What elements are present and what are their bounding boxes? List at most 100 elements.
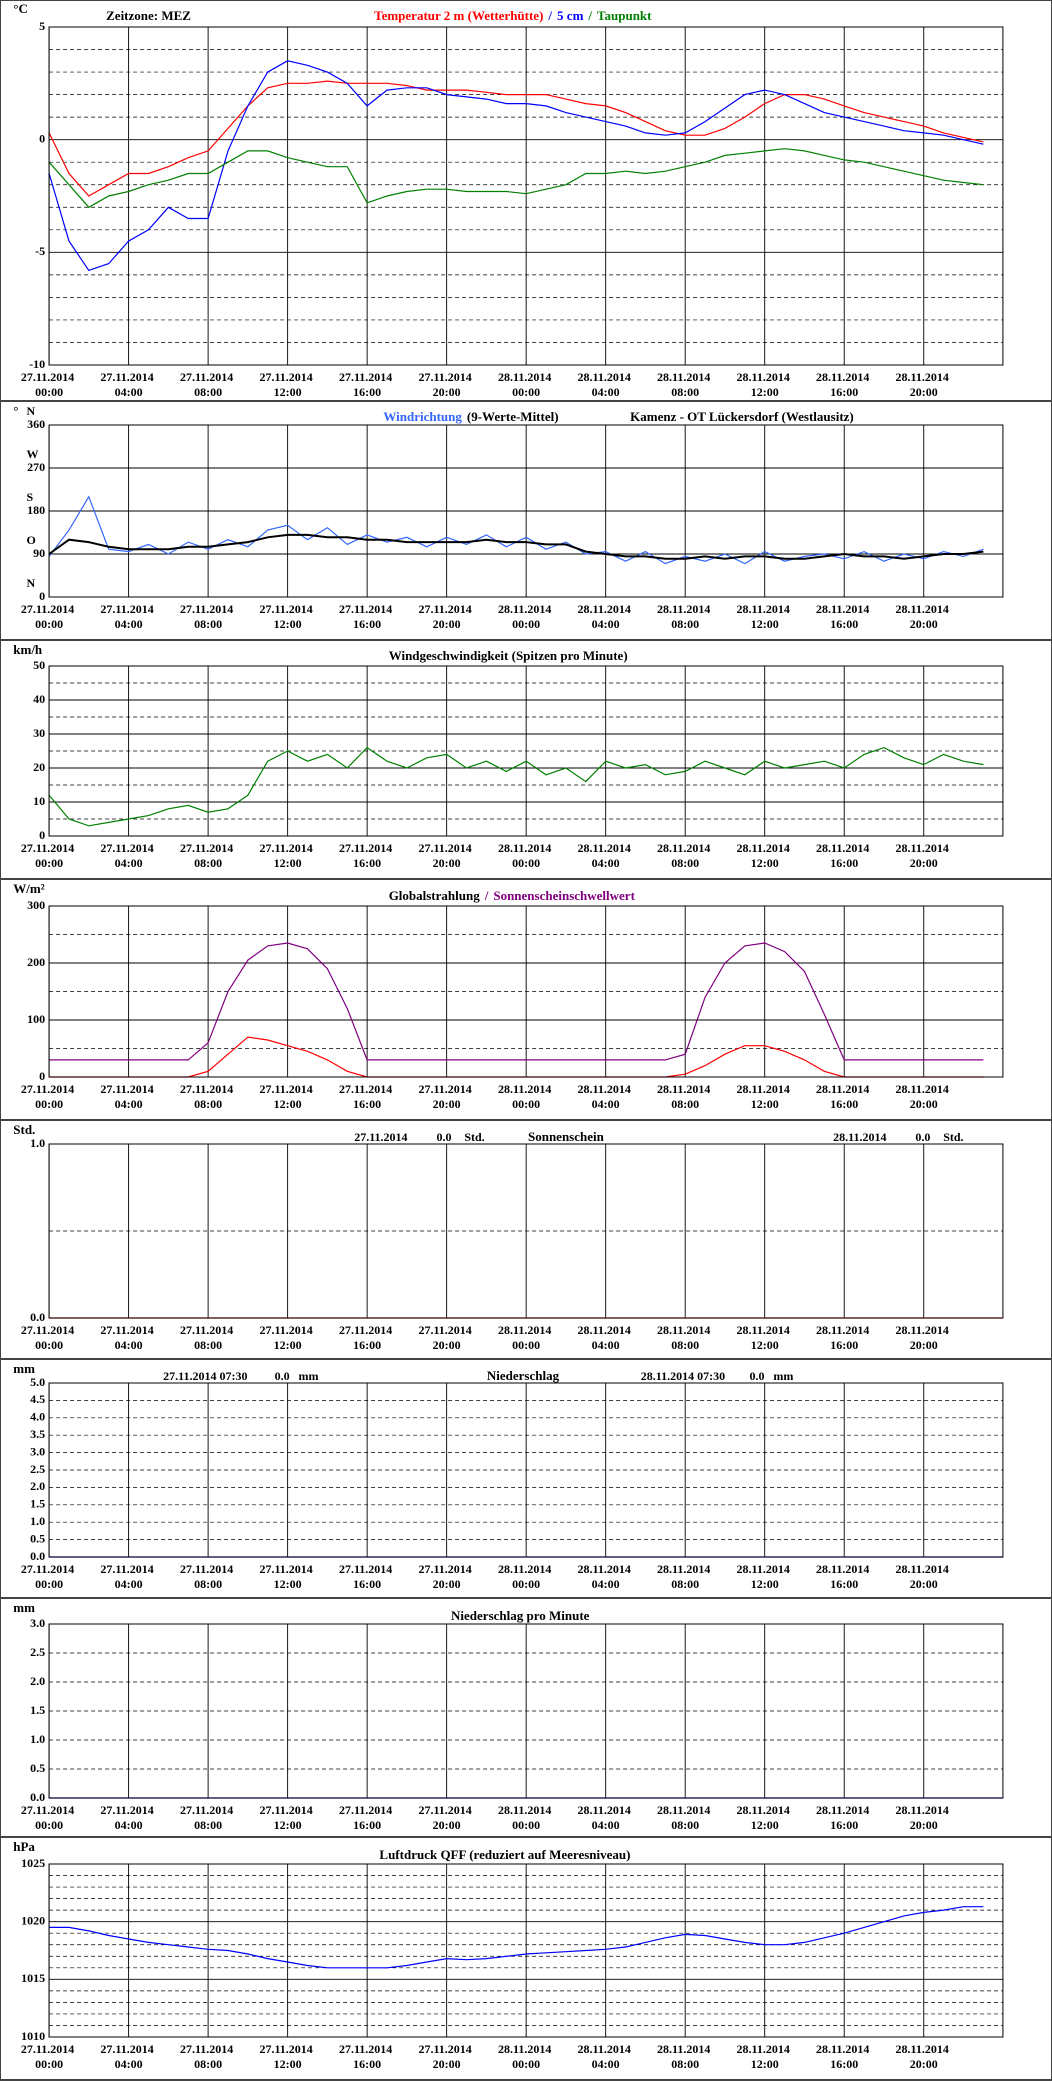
x-tick-label: 28.11.2014 20:00	[896, 1562, 952, 1591]
total-value: 0.0	[275, 1369, 290, 1383]
x-tick-label: 27.11.2014 16:00	[339, 370, 395, 399]
panel: 1010 1015 1020 1025 27.11.2014 00:00 27.11.20…	[0, 1839, 1052, 2081]
x-tick-label: 27.11.2014 08:00	[180, 841, 236, 870]
x-tick-label: 27.11.2014 08:00	[180, 370, 236, 399]
unit-label: km/h	[13, 642, 43, 657]
y-tick-label: 0.0	[30, 1790, 45, 1804]
x-tick-label: 27.11.2014 04:00	[100, 1562, 156, 1591]
legend: Windrichtung (9-Werte-Mittel)	[383, 409, 558, 424]
x-tick-label: 27.11.2014 00:00	[21, 1562, 77, 1591]
total-unit: mm	[773, 1369, 793, 1383]
x-tick-label: 28.11.2014 00:00	[498, 1082, 554, 1111]
x-tick-label: 28.11.2014 16:00	[816, 1562, 872, 1591]
x-tick-label: 28.11.2014 16:00	[816, 1082, 872, 1111]
y-tick-label: 180	[27, 503, 45, 517]
compass-label: N	[27, 404, 36, 418]
chart-title: Sonnenschein	[528, 1129, 605, 1144]
x-tick-label: 28.11.2014 20:00	[896, 841, 952, 870]
x-tick-label: 28.11.2014 16:00	[816, 2042, 872, 2071]
y-tick-label: 1025	[21, 1856, 45, 1870]
x-tick-label: 27.11.2014 00:00	[21, 1803, 77, 1832]
y-tick-label: 0	[39, 131, 45, 145]
x-tick-label: 27.11.2014 04:00	[100, 1803, 156, 1832]
x-tick-label: 27.11.2014 00:00	[21, 1082, 77, 1111]
total-unit: Std.	[943, 1130, 963, 1144]
y-tick-label: 2.5	[30, 1462, 45, 1476]
x-tick-label: 27.11.2014 16:00	[339, 1803, 395, 1832]
y-tick-label: 1015	[21, 1971, 45, 1985]
x-tick-label: 27.11.2014 04:00	[100, 602, 156, 631]
x-tick-label: 27.11.2014 04:00	[100, 1323, 156, 1352]
total-date: 28.11.2014	[833, 1130, 886, 1144]
x-tick-label: 28.11.2014 12:00	[737, 602, 793, 631]
legend: Temperatur 2 m (Wetterhütte)/5 cm / Taupun…	[374, 8, 652, 23]
x-tick-label: 28.11.2014 04:00	[578, 841, 634, 870]
x-tick-label: 28.11.2014 04:00	[578, 1562, 634, 1591]
x-tick-label: 28.11.2014 16:00	[816, 1803, 872, 1832]
x-tick-label: 28.11.2014 04:00	[578, 2042, 634, 2071]
y-tick-label: 360	[27, 417, 45, 431]
x-tick-label: 27.11.2014 08:00	[180, 1082, 236, 1111]
x-tick-label: 28.11.2014 00:00	[498, 1803, 554, 1832]
x-tick-label: 27.11.2014 08:00	[180, 1562, 236, 1591]
compass-label: S	[27, 490, 34, 504]
y-tick-label: 1010	[21, 2029, 45, 2043]
x-tick-label: 27.11.2014 04:00	[100, 841, 156, 870]
x-tick-label: 28.11.2014 20:00	[896, 1803, 952, 1832]
x-tick-label: 27.11.2014 20:00	[418, 370, 474, 399]
x-tick-label: 27.11.2014 00:00	[21, 841, 77, 870]
x-tick-label: 28.11.2014 04:00	[578, 1323, 634, 1352]
x-tick-label: 28.11.2014 20:00	[896, 370, 952, 399]
x-tick-label: 27.11.2014 20:00	[418, 1082, 474, 1111]
y-tick-label: 50	[33, 658, 45, 672]
x-tick-label: 28.11.2014 04:00	[578, 1082, 634, 1111]
y-tick-label: 1.0	[30, 1732, 45, 1746]
x-tick-label: 28.11.2014 12:00	[737, 1082, 793, 1111]
unit-label: °C	[13, 1, 28, 16]
total-value: 0.0	[750, 1369, 765, 1383]
plot-frame	[48, 424, 1004, 598]
panel: 0.0 0.5 1.0 1.5 2.0 2.5 3.0 3.5 4.0 4.5 5.0 27.11.2…	[0, 1361, 1052, 1599]
x-tick-label: 28.11.2014 00:00	[498, 602, 554, 631]
y-tick-label: 5.0	[30, 1375, 45, 1389]
chart-title: Niederschlag	[487, 1368, 560, 1383]
y-tick-label: 0	[39, 1069, 45, 1083]
y-tick-label: 0.5	[30, 1761, 45, 1775]
y-tick-label: 0.5	[30, 1531, 45, 1545]
legend-entry: (9-Werte-Mittel)	[467, 409, 559, 424]
x-tick-label: 28.11.2014 04:00	[578, 370, 634, 399]
legend-entry: Sonnenscheinschwellwert	[493, 888, 635, 903]
x-tick-label: 27.11.2014 20:00	[418, 841, 474, 870]
total-unit: mm	[298, 1369, 318, 1383]
total-value: 0.0	[436, 1130, 451, 1144]
y-tick-label: 2.0	[30, 1674, 45, 1688]
y-tick-label: 2.0	[30, 1479, 45, 1493]
y-tick-label: 300	[27, 898, 45, 912]
chart-title: Luftdruck QFF (reduziert auf Meeresnivea…	[379, 1847, 630, 1862]
x-tick-label: 27.11.2014 08:00	[180, 1323, 236, 1352]
y-tick-label: 1.0	[30, 1514, 45, 1528]
y-tick-label: -10	[29, 357, 45, 371]
x-tick-label: 28.11.2014 12:00	[737, 841, 793, 870]
y-tick-label: 0.0	[30, 1549, 45, 1563]
legend: Globalstrahlung / Sonnenscheinschwellwert	[389, 888, 636, 903]
x-tick-label: 27.11.2014 08:00	[180, 1803, 236, 1832]
x-tick-label: 28.11.2014 20:00	[896, 2042, 952, 2071]
plot-frame	[48, 905, 1004, 1078]
x-tick-label: 27.11.2014 20:00	[418, 1323, 474, 1352]
unit-label: W/m²	[13, 881, 44, 896]
data-line	[48, 80, 984, 197]
legend-entry: Windrichtung	[383, 409, 462, 424]
legend-separator: /	[484, 888, 489, 903]
x-tick-label: 28.11.2014 16:00	[816, 370, 872, 399]
x-tick-label: 28.11.2014 12:00	[737, 370, 793, 399]
legend-entry: Temperatur 2 m (Wetterhütte)	[374, 8, 543, 23]
y-tick-label: 0.0	[30, 1310, 45, 1324]
x-tick-label: 27.11.2014 20:00	[418, 2042, 474, 2071]
x-tick-label: 27.11.2014 12:00	[259, 1082, 315, 1111]
x-tick-label: 28.11.2014 08:00	[657, 1323, 713, 1352]
compass-label: O	[27, 533, 36, 547]
legend-separator: /	[587, 8, 592, 23]
